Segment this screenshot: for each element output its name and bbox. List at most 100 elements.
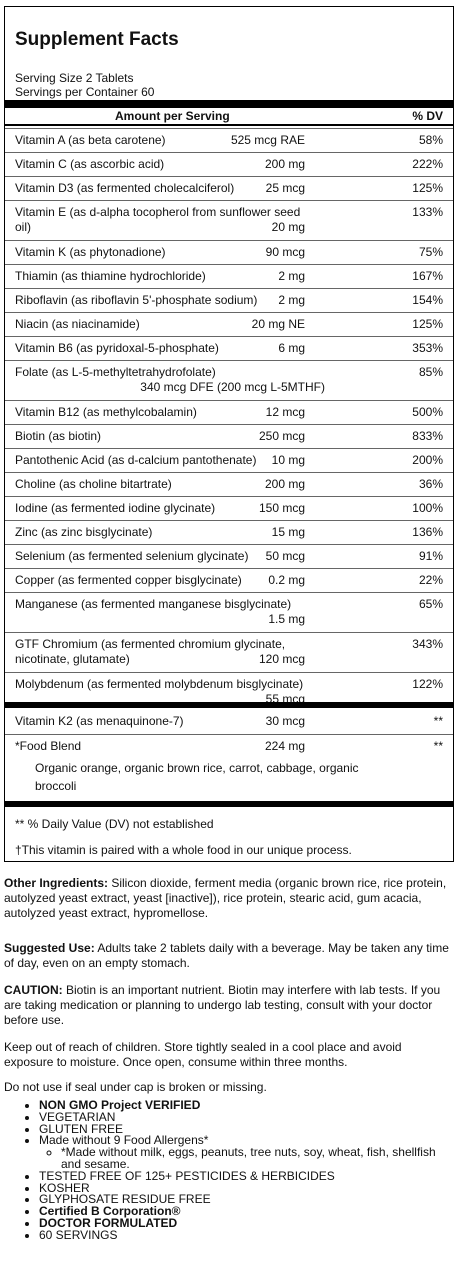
caution-text: Biotin is an important nutrient. Biotin … (4, 983, 441, 1027)
nutrient-row: Vitamin B6 (as pyridoxal-5-phosphate) 6 m… (5, 336, 453, 361)
nutrient-amount: 2 mg (278, 269, 305, 283)
feature-item: KOSHER (39, 1180, 449, 1195)
feature-text: 60 SERVINGS (39, 1227, 118, 1242)
nutrient-name: Biotin (as biotin) (15, 429, 102, 443)
nutrient-amount: 10 mg (271, 453, 305, 467)
nutrient-row: Selenium (as fermented selenium glycinat… (5, 544, 453, 569)
storage-instructions: Keep out of reach of children. Store tig… (4, 1040, 402, 1069)
nutrient-dv: 353% (412, 341, 443, 355)
nutrient-name: Iodine (as fermented iodine glycinate) (15, 501, 216, 515)
nutrient-name: Vitamin E (as d-alpha tocopherol from su… (15, 205, 301, 234)
feature-item: NON GMO Project VERIFIED (39, 1098, 449, 1112)
nutrient-amount: 90 mcg (265, 245, 305, 259)
nutrient-row: Vitamin K2 (as menaquinone-7) 30 mcg ** (5, 710, 453, 734)
feature-item: GLUTEN FREE (39, 1121, 449, 1136)
nutrient-row: Zinc (as zinc bisglycinate) 15 mg 136% (5, 520, 453, 545)
nutrient-dv: 500% (412, 405, 443, 419)
nutrient-row: Choline (as choline bitartrate) 200 mg 36% (5, 472, 453, 497)
nutrient-amount: 340 mcg DFE (200 mcg L-5MTHF) (140, 380, 325, 394)
feature-item: VEGETARIAN (39, 1111, 449, 1124)
feature-text: Made without 9 Food Allergens* (39, 1133, 209, 1148)
nutrient-name: Vitamin B12 (as methylcobalamin) (15, 405, 197, 419)
nutrient-dv: 154% (412, 293, 443, 307)
nutrient-dv: 22% (418, 573, 443, 587)
nutrient-amount: 224 mg (264, 739, 305, 753)
nutrient-dv: 125% (412, 181, 443, 195)
food-blend-detail: Organic orange, organic brown rice, carr… (35, 761, 359, 793)
nutrient-dv: 133% (412, 205, 443, 219)
nutrient-row: Biotin (as biotin) 250 mcg 833% (5, 424, 453, 449)
dv-header: % DV (412, 109, 443, 123)
table-header: Amount per Serving % DV (5, 108, 453, 124)
other-ingredients-label: Other Ingredients: (4, 876, 109, 890)
feature-item: Made without 9 Food Allergens**Made with… (39, 1133, 449, 1171)
servings-per-container: Servings per Container 60 (15, 85, 155, 99)
nutrient-dv: 343% (412, 637, 443, 651)
nutrient-name: *Food Blend (15, 739, 82, 753)
seal-warning: Do not use if seal under cap is broken o… (4, 1080, 267, 1094)
nutrient-amount: 50 mcg (265, 549, 305, 563)
nutrient-amount: 30 mcg (265, 714, 305, 728)
footnote-dagger: †This vitamin is paired with a whole foo… (15, 843, 352, 857)
nutrient-row: Thiamin (as thiamine hydrochloride) 2 mg 1… (5, 264, 453, 289)
nutrient-amount: 200 mg (264, 477, 305, 491)
feature-item: GLYPHOSATE RESIDUE FREE (39, 1193, 449, 1206)
feature-text: GLUTEN FREE (39, 1121, 124, 1136)
nutrient-amount: 1.5 mg (268, 612, 305, 626)
nutrient-name: Molybdenum (as fermented molybdenum bisg… (15, 677, 304, 691)
nutrient-amount: 120 mcg (258, 652, 305, 666)
feature-list: NON GMO Project VERIFIEDVEGETARIANGLUTEN… (4, 1098, 449, 1242)
nutrient-amount: 25 mcg (265, 181, 305, 195)
footnote-dv: ** % Daily Value (DV) not established (15, 817, 214, 831)
suggested-use-text: Adults take 2 tablets daily with a bever… (4, 941, 449, 970)
nutrient-row: Copper (as fermented copper bisglycinate… (5, 568, 453, 593)
feature-sublist: *Made without milk, eggs, peanuts, tree … (39, 1146, 449, 1171)
nutrient-dv: 125% (412, 317, 443, 331)
nutrient-row: Iodine (as fermented iodine glycinate) 15… (5, 496, 453, 521)
nutrient-name: Vitamin K (as phytonadione) (15, 245, 166, 259)
nutrient-row: Molybdenum (as fermented molybdenum bisg… (5, 672, 453, 706)
nutrient-amount: 20 mg NE (251, 317, 305, 331)
suggested-use-label: Suggested Use: (4, 941, 95, 955)
feature-text: NON GMO Project VERIFIED (39, 1098, 201, 1112)
nutrient-dv: 100% (412, 501, 443, 515)
nutrient-name: Vitamin A (as beta carotene) (15, 133, 166, 147)
nutrient-dv: 136% (412, 525, 443, 539)
nutrient-dv: 167% (412, 269, 443, 283)
nutrient-amount: 150 mcg (258, 501, 305, 515)
nutrient-dv: 58% (418, 133, 443, 147)
nutrient-name: Choline (as choline bitartrate) (15, 477, 172, 491)
nutrient-name: Selenium (as fermented selenium glycinat… (15, 549, 249, 563)
nutrient-name: Vitamin K2 (as menaquinone-7) (15, 714, 184, 728)
nutrient-name: Manganese (as fermented manganese bisgly… (15, 597, 292, 611)
nutrient-dv: ** (433, 714, 443, 728)
caution: CAUTION: Biotin is an important nutrient… (4, 983, 454, 1028)
nutrient-amount: 15 mg (271, 525, 305, 539)
nutrient-amount: 2 mg (278, 293, 305, 307)
feature-item: TESTED FREE OF 125+ PESTICIDES & HERBICI… (39, 1168, 449, 1183)
nutrient-dv: 75% (418, 245, 443, 259)
nutrient-amount: 12 mcg (265, 405, 305, 419)
nutrient-row: Vitamin K (as phytonadione) 90 mcg 75% (5, 240, 453, 265)
nutrient-row: Vitamin E (as d-alpha tocopherol from su… (5, 200, 453, 241)
header-bottom-bar (5, 124, 453, 126)
supplement-facts-panel: Supplement Facts Serving Size 2 Tablets … (4, 6, 454, 862)
nutrient-amount: 525 mcg RAE (230, 133, 305, 147)
nutrient-name: Folate (as L-5-methyltetrahydrofolate) (15, 365, 216, 379)
nutrient-row: Pantothenic Acid (as d-calcium pantothen… (5, 448, 453, 473)
nutrient-name: Riboflavin (as riboflavin 5'-phosphate s… (15, 293, 258, 307)
footer-bar (5, 801, 453, 807)
feature-text: TESTED FREE OF 125+ PESTICIDES & HERBICI… (39, 1168, 335, 1183)
feature-text: KOSHER (39, 1180, 90, 1195)
nutrient-name: Niacin (as niacinamide) (15, 317, 140, 331)
nutrient-dv: 222% (412, 157, 443, 171)
nutrient-dv: 85% (418, 365, 443, 379)
serving-size: Serving Size 2 Tablets (15, 71, 134, 85)
nutrient-row: Niacin (as niacinamide) 20 mg NE 125% (5, 312, 453, 337)
other-ingredients: Other Ingredients: Silicon dioxide, ferm… (4, 876, 454, 921)
nutrient-row: Vitamin D3 (as fermented cholecalciferol… (5, 176, 453, 201)
amount-per-serving-header: Amount per Serving (115, 109, 230, 123)
nutrient-dv: ** (433, 739, 443, 753)
nutrient-dv: 200% (412, 453, 443, 467)
feature-item: 60 SERVINGS (39, 1227, 449, 1242)
